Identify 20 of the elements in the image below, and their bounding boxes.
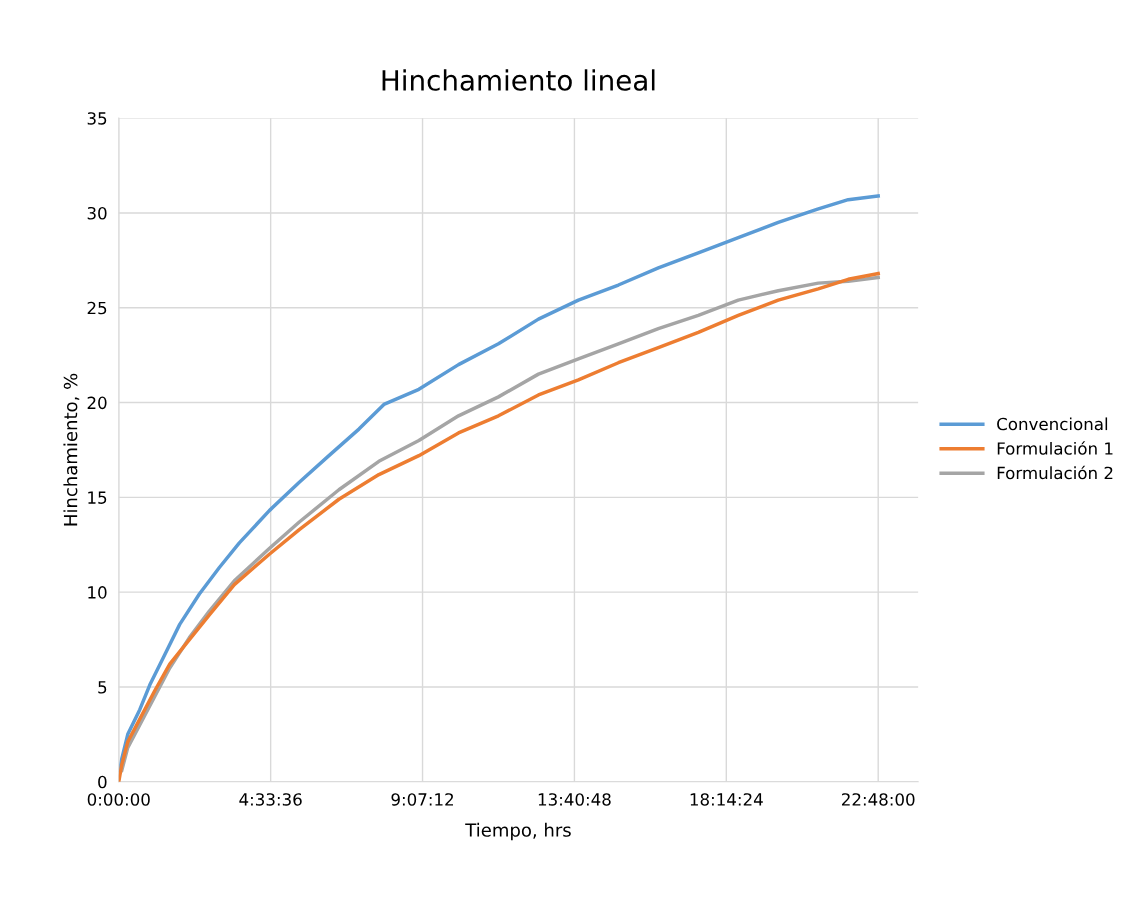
legend-label: Convencional [997, 417, 1108, 431]
y-tick-label: 20 [87, 396, 107, 410]
x-tick-label: 18:14:24 [690, 793, 763, 806]
y-axis-title: Hinchamiento, % [63, 373, 80, 526]
y-tick-label: 15 [88, 491, 107, 504]
y-tick-label: 35 [87, 112, 107, 125]
y-tick-label: 10 [88, 586, 107, 599]
x-tick-label: 9:07:12 [391, 793, 453, 806]
y-tick-label: 0 [98, 775, 107, 789]
legend-label: Formulación 2 [997, 465, 1113, 480]
chart-title: Hinchamiento lineal [382, 69, 655, 91]
x-axis-title: Tiempo, hrs [465, 822, 571, 841]
x-tick-label: 0:00:00 [87, 793, 150, 806]
y-tick-label: 30 [87, 206, 107, 220]
legend-label: Formulación 1 [997, 441, 1113, 455]
y-tick-label: 5 [98, 681, 107, 694]
x-tick-label: 22:48:00 [841, 793, 915, 806]
y-tick-label: 25 [87, 301, 107, 315]
x-tick-label: 13:40:48 [538, 793, 611, 806]
x-tick-label: 4:33:36 [239, 793, 302, 806]
